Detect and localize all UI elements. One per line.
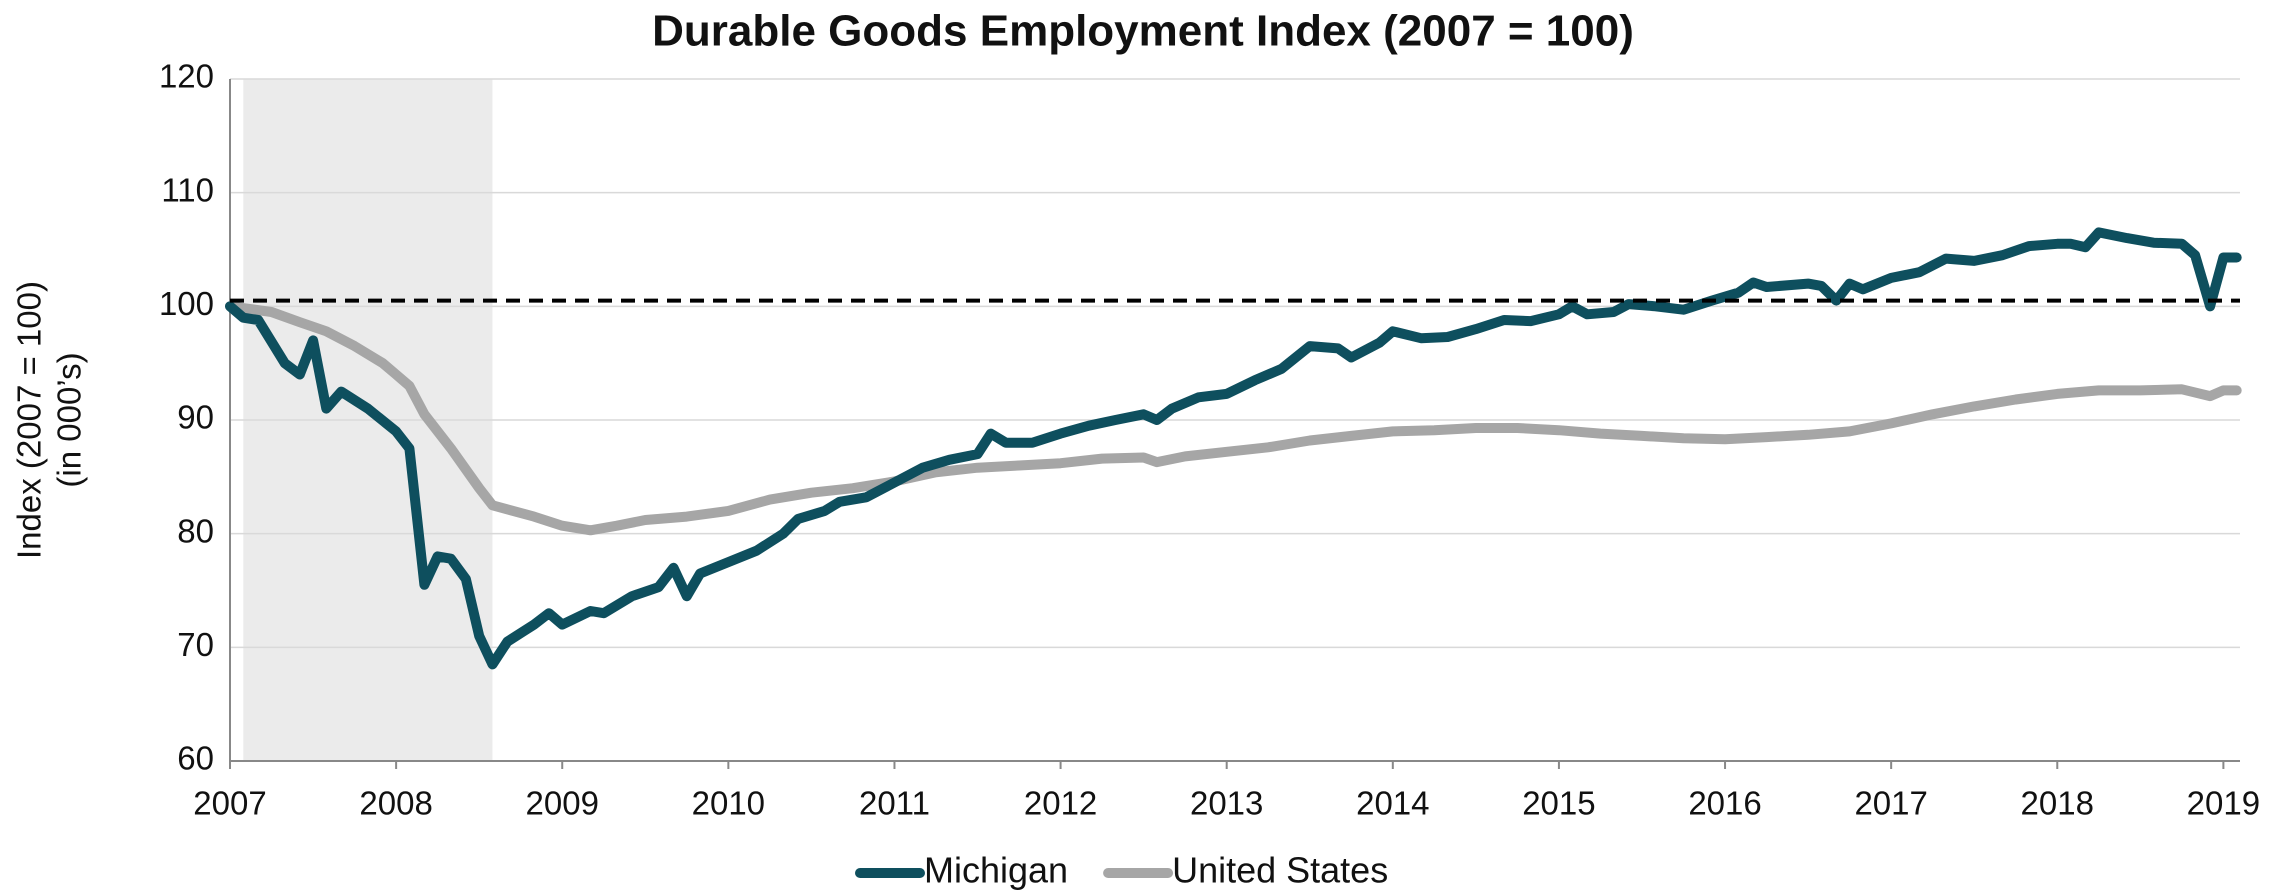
- y-tick-label: 70: [177, 626, 214, 663]
- x-tick-label: 2011: [859, 785, 930, 822]
- y-tick-label: 120: [159, 58, 214, 95]
- y-tick-label: 100: [159, 285, 214, 322]
- x-tick-label: 2013: [1190, 785, 1263, 822]
- x-tick-label: 2019: [2187, 785, 2260, 822]
- x-tick-label: 2017: [1854, 785, 1927, 822]
- y-axis-label: (in 000’s): [51, 352, 88, 487]
- y-tick-label: 80: [177, 512, 214, 549]
- line-series: [225, 301, 2242, 536]
- x-tick-label: 2010: [692, 785, 765, 822]
- x-tick-label: 2014: [1356, 785, 1429, 822]
- y-tick-label: 60: [177, 740, 214, 777]
- chart-title: Durable Goods Employment Index (2007 = 1…: [652, 7, 1634, 56]
- x-tick-label: 2015: [1522, 785, 1595, 822]
- y-axis-label: Index (2007 = 100): [11, 281, 48, 559]
- y-tick-label: 90: [177, 399, 214, 436]
- line-series: [225, 227, 2242, 670]
- x-tick-label: 2016: [1688, 785, 1761, 822]
- legend-label: United States: [1172, 850, 1388, 891]
- x-tick-label: 2012: [1024, 785, 1097, 822]
- y-tick-label: 110: [161, 171, 214, 208]
- x-tick-label: 2018: [2021, 785, 2094, 822]
- x-tick-label: 2008: [359, 785, 432, 822]
- x-tick-label: 2007: [193, 785, 266, 822]
- legend-label: Michigan: [924, 850, 1068, 891]
- x-tick-label: 2009: [526, 785, 599, 822]
